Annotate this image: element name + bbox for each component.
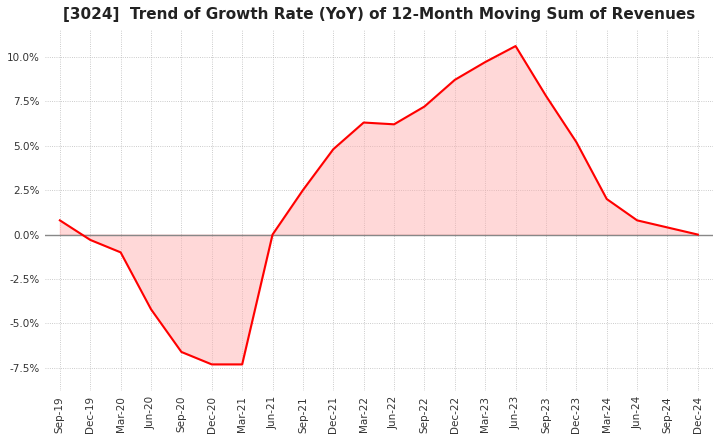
Title: [3024]  Trend of Growth Rate (YoY) of 12-Month Moving Sum of Revenues: [3024] Trend of Growth Rate (YoY) of 12-…	[63, 7, 695, 22]
